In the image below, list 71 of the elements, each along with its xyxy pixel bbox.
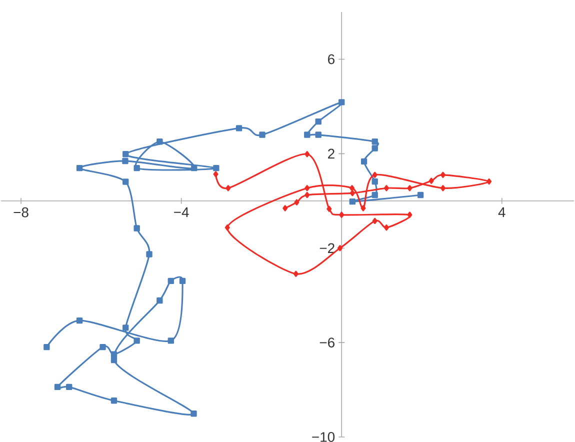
point: [428, 178, 434, 184]
point: [372, 145, 378, 152]
point: [440, 185, 446, 192]
point: [226, 185, 231, 192]
point: [122, 324, 129, 331]
point: [134, 225, 140, 232]
point: [360, 158, 368, 165]
point: [315, 132, 322, 138]
point: [122, 178, 129, 185]
point: [110, 356, 118, 364]
point: [190, 410, 197, 417]
point: [372, 192, 378, 198]
point: [338, 99, 345, 106]
point: [156, 297, 163, 304]
point: [337, 245, 343, 252]
point: [372, 218, 378, 224]
point: [44, 344, 50, 350]
point: [213, 171, 218, 178]
point: [304, 151, 310, 158]
point: [372, 178, 378, 185]
point: [440, 172, 446, 178]
y-tick-label: 6: [328, 54, 334, 64]
point: [304, 132, 310, 138]
point: [134, 164, 140, 172]
point: [384, 185, 389, 192]
point: [76, 318, 83, 324]
point: [213, 164, 220, 172]
point: [304, 192, 310, 198]
point: [259, 132, 266, 138]
point: [76, 164, 83, 172]
y-tick-label: −10: [312, 432, 335, 442]
point: [110, 398, 118, 404]
point: [294, 199, 300, 206]
point: [168, 338, 174, 344]
point: [360, 205, 366, 212]
point: [156, 138, 163, 145]
point: [372, 138, 378, 145]
point: [326, 206, 332, 212]
point: [339, 212, 344, 218]
point: [134, 338, 140, 344]
point: [350, 185, 355, 192]
y-tick-label: −6: [320, 338, 334, 348]
y-tick-label: 2: [328, 148, 334, 159]
point: [224, 224, 230, 231]
point: [417, 192, 424, 198]
point: [66, 384, 72, 390]
point: [100, 344, 106, 350]
point: [191, 164, 198, 172]
point: [293, 270, 298, 277]
point: [282, 205, 288, 212]
point: [350, 190, 355, 196]
x-tick-label: −8: [14, 207, 28, 218]
point: [486, 178, 492, 185]
point: [384, 224, 389, 231]
point: [407, 185, 412, 192]
point: [122, 151, 129, 158]
point: [122, 158, 128, 164]
point: [146, 251, 152, 258]
point: [110, 351, 118, 358]
point: [349, 198, 356, 205]
point: [54, 384, 61, 390]
x-tick-label: −4: [174, 207, 189, 217]
point: [179, 278, 186, 284]
point: [372, 172, 378, 178]
point: [168, 278, 174, 284]
x-tick-label: 4: [498, 207, 506, 217]
point: [315, 118, 322, 125]
y-tick-label: −2: [320, 243, 334, 253]
point: [407, 212, 412, 218]
point: [304, 185, 310, 192]
point: [236, 125, 242, 132]
